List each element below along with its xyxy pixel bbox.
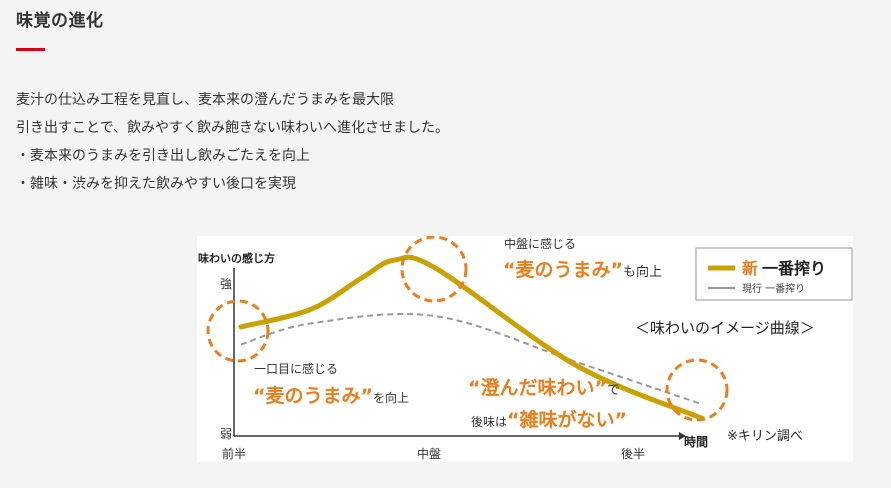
y-tick-weak: 弱 (220, 427, 232, 441)
highlight-circle-peak (400, 235, 468, 303)
series-line-current (240, 313, 703, 406)
x-tick-early: 前半 (222, 446, 246, 461)
highlight-circle-start (206, 299, 270, 363)
description-line: 引き出すことで、飲みやすく飲み飽きない味わいへ進化させました。 (16, 120, 450, 136)
description-line: 麦汁の仕込み工程を見直し、麦本来の澄んだうまみを最大限 (16, 92, 394, 108)
annotation-peak-big-text: “麦のうまみ” (503, 258, 623, 281)
description: 麦汁の仕込み工程を見直し、麦本来の澄んだうまみを最大限 引き出すことで、飲みやす… (16, 86, 449, 198)
series-line-new (238, 254, 705, 421)
annotation-peak-small: 中盤に感じる (504, 236, 576, 251)
title-underline (16, 48, 45, 51)
x-axis-arrow (679, 432, 686, 440)
y-tick-strong: 強 (220, 277, 232, 291)
annotation-start-big-text: “麦のうまみ” (253, 384, 373, 407)
annotation-start-big: “麦のうまみ”を向上 (253, 384, 409, 407)
annotation-peak-suffix: も向上 (623, 264, 662, 280)
highlight-circle-end (665, 358, 729, 422)
y-axis-label: 味わいの感じ方 (198, 251, 275, 265)
x-tick-late: 後半 (621, 447, 645, 461)
x-axis-label: 時間 (684, 434, 708, 449)
legend-label-current: 現行 一番搾り (742, 282, 805, 295)
annotation-end-mid: で (607, 383, 620, 398)
annotation-end-line1: “澄んだ味わい”で (468, 376, 620, 399)
annotation-end-big2: “雑味がない” (507, 408, 627, 431)
section-title: 味覚の進化 (16, 11, 104, 31)
annotation-peak-big: “麦のうまみ”も向上 (503, 258, 662, 281)
chart-title: ＜味わいのイメージ曲線＞ (635, 319, 815, 337)
legend-label-new-main: 一番搾り (762, 259, 826, 278)
annotation-end-prefix: 後味は (471, 415, 507, 429)
description-line: ・麦本来のうまみを引き出し飲みごたえを向上 (16, 148, 310, 164)
chart-svg: 味わいの感じ方 強 弱 時間 前半 中盤 後半 一口目に感じる “麦のうまみ”を… (198, 235, 853, 461)
annotation-start-small: 一口目に感じる (254, 361, 338, 376)
taste-curve-chart: 味わいの感じ方 強 弱 時間 前半 中盤 後半 一口目に感じる “麦のうまみ”を… (197, 235, 853, 462)
x-tick-middle: 中盤 (417, 446, 441, 461)
annotation-end-line2: 後味は“雑味がない” (471, 408, 627, 431)
annotation-start-suffix: を向上 (373, 390, 409, 405)
chart-note: ※キリン調べ (727, 429, 803, 444)
legend-box (695, 247, 853, 301)
legend-label-new-prefix: 新 (742, 259, 758, 278)
description-line: ・雑味・渋みを抑えた飲みやすい後口を実現 (16, 176, 296, 192)
annotation-end-big1: “澄んだ味わい” (468, 376, 607, 399)
legend-label-new: 新一番搾り (742, 259, 826, 278)
